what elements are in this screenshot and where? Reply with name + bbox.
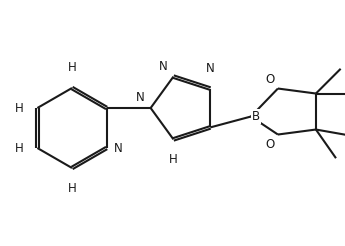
Text: H: H bbox=[68, 182, 76, 195]
Text: H: H bbox=[14, 102, 23, 114]
Text: O: O bbox=[266, 73, 275, 86]
Text: O: O bbox=[266, 138, 275, 151]
Text: B: B bbox=[252, 110, 260, 123]
Text: N: N bbox=[159, 60, 167, 73]
Text: N: N bbox=[206, 62, 215, 75]
Text: N: N bbox=[136, 91, 145, 104]
Text: H: H bbox=[14, 141, 23, 154]
Text: H: H bbox=[68, 61, 76, 74]
Text: H: H bbox=[169, 154, 178, 166]
Text: N: N bbox=[114, 141, 122, 154]
